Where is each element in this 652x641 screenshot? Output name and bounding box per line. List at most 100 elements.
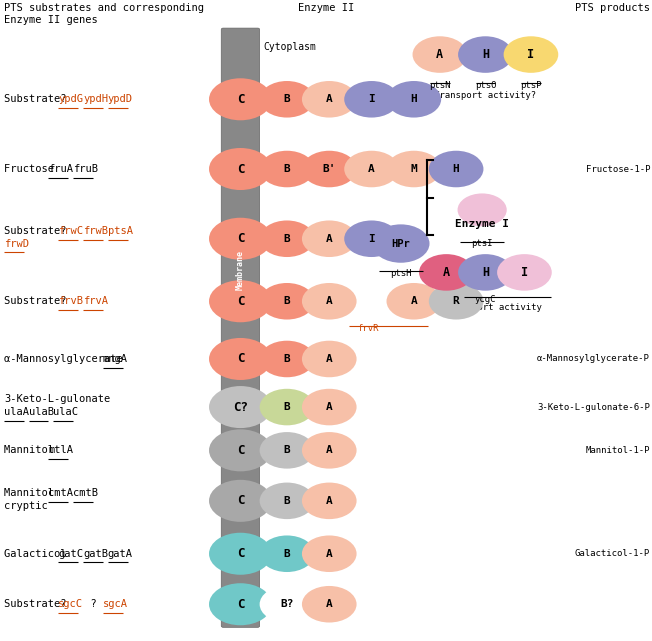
Ellipse shape: [209, 386, 272, 428]
Text: A: A: [326, 496, 333, 506]
Text: ptsH: ptsH: [390, 269, 411, 278]
Text: A: A: [326, 549, 333, 559]
Text: C: C: [237, 444, 244, 457]
Ellipse shape: [387, 283, 441, 319]
Ellipse shape: [429, 283, 483, 319]
Ellipse shape: [259, 341, 314, 378]
Text: A: A: [326, 354, 333, 364]
Text: frvR: frvR: [357, 324, 379, 333]
Ellipse shape: [259, 151, 314, 187]
Ellipse shape: [259, 586, 314, 622]
Ellipse shape: [372, 224, 430, 263]
Text: sgcA: sgcA: [103, 599, 128, 609]
Text: mngA: mngA: [103, 354, 128, 364]
FancyBboxPatch shape: [221, 28, 259, 628]
Ellipse shape: [302, 432, 357, 469]
Text: ulaA: ulaA: [4, 407, 29, 417]
Text: B: B: [284, 496, 290, 506]
Ellipse shape: [209, 480, 272, 522]
Ellipse shape: [344, 151, 399, 187]
Ellipse shape: [387, 151, 441, 187]
Text: B: B: [284, 164, 290, 174]
Ellipse shape: [259, 483, 314, 519]
Text: A: A: [411, 296, 417, 306]
Ellipse shape: [344, 81, 399, 117]
Text: C: C: [237, 598, 244, 611]
Ellipse shape: [259, 81, 314, 117]
Ellipse shape: [259, 535, 314, 572]
Ellipse shape: [302, 151, 357, 187]
Text: Fructose-1-P: Fructose-1-P: [585, 165, 650, 174]
Text: H: H: [482, 266, 489, 279]
Text: B: B: [284, 549, 290, 559]
Ellipse shape: [259, 283, 314, 319]
Ellipse shape: [209, 78, 272, 121]
Ellipse shape: [429, 151, 483, 187]
Text: ypdG: ypdG: [58, 94, 83, 104]
Text: A: A: [326, 599, 333, 609]
Text: Mannitol-1-P: Mannitol-1-P: [585, 446, 650, 455]
Text: R: R: [452, 296, 460, 306]
Ellipse shape: [419, 254, 474, 290]
Text: ycgC: ycgC: [475, 295, 496, 304]
Ellipse shape: [302, 535, 357, 572]
Text: α-Mannosylglycerate-P: α-Mannosylglycerate-P: [537, 354, 650, 363]
Text: ptsI: ptsI: [471, 238, 493, 247]
Ellipse shape: [209, 280, 272, 322]
Text: Cytoplasm: Cytoplasm: [263, 42, 316, 51]
Text: C?: C?: [233, 401, 248, 413]
Text: ?: ?: [78, 599, 110, 609]
Text: I: I: [368, 94, 375, 104]
Text: α-Mannosylglycerate: α-Mannosylglycerate: [4, 354, 129, 364]
Ellipse shape: [302, 586, 357, 622]
Text: ypdH: ypdH: [83, 94, 108, 104]
Text: frvB: frvB: [58, 296, 83, 306]
Text: B: B: [284, 354, 290, 364]
Text: ptsA: ptsA: [108, 226, 133, 236]
Text: gatB: gatB: [83, 549, 108, 559]
Ellipse shape: [209, 338, 272, 380]
Text: M: M: [411, 164, 417, 174]
Text: frvA: frvA: [83, 296, 108, 306]
Text: fruA: fruA: [48, 164, 74, 174]
Text: Fructose: Fructose: [4, 164, 60, 174]
Ellipse shape: [209, 218, 272, 260]
Text: 3-Keto-L-gulonate: 3-Keto-L-gulonate: [4, 394, 110, 404]
Ellipse shape: [209, 583, 272, 625]
Text: Enzyme I: Enzyme I: [455, 219, 509, 229]
Text: ptsO: ptsO: [475, 81, 496, 90]
Ellipse shape: [259, 389, 314, 426]
Text: I: I: [368, 234, 375, 244]
Ellipse shape: [497, 254, 552, 290]
Ellipse shape: [302, 221, 357, 257]
Ellipse shape: [302, 283, 357, 319]
Ellipse shape: [413, 37, 467, 73]
Text: ptsP: ptsP: [520, 81, 542, 90]
Text: Membrane: Membrane: [236, 250, 245, 290]
Ellipse shape: [387, 81, 441, 117]
Text: A: A: [326, 445, 333, 455]
Text: B: B: [284, 445, 290, 455]
Text: HPr: HPr: [391, 238, 410, 249]
Ellipse shape: [209, 533, 272, 575]
Ellipse shape: [302, 483, 357, 519]
Text: C: C: [237, 93, 244, 106]
Text: frwB: frwB: [83, 226, 108, 236]
Text: I: I: [527, 48, 535, 61]
Text: ptsN: ptsN: [429, 81, 451, 90]
Text: C: C: [237, 232, 244, 246]
Text: Substrate?: Substrate?: [4, 94, 72, 104]
Text: cmtA: cmtA: [48, 488, 74, 498]
Text: Galacticol-1-P: Galacticol-1-P: [575, 549, 650, 558]
Text: C: C: [237, 353, 244, 365]
Text: I: I: [521, 266, 528, 279]
Ellipse shape: [209, 429, 272, 471]
Ellipse shape: [458, 254, 512, 290]
Text: C: C: [237, 163, 244, 176]
Ellipse shape: [503, 37, 558, 73]
Text: Substrate?: Substrate?: [4, 296, 72, 306]
Text: B: B: [284, 94, 290, 104]
Ellipse shape: [302, 389, 357, 426]
Text: A: A: [368, 164, 375, 174]
Text: cmtB: cmtB: [73, 488, 98, 498]
